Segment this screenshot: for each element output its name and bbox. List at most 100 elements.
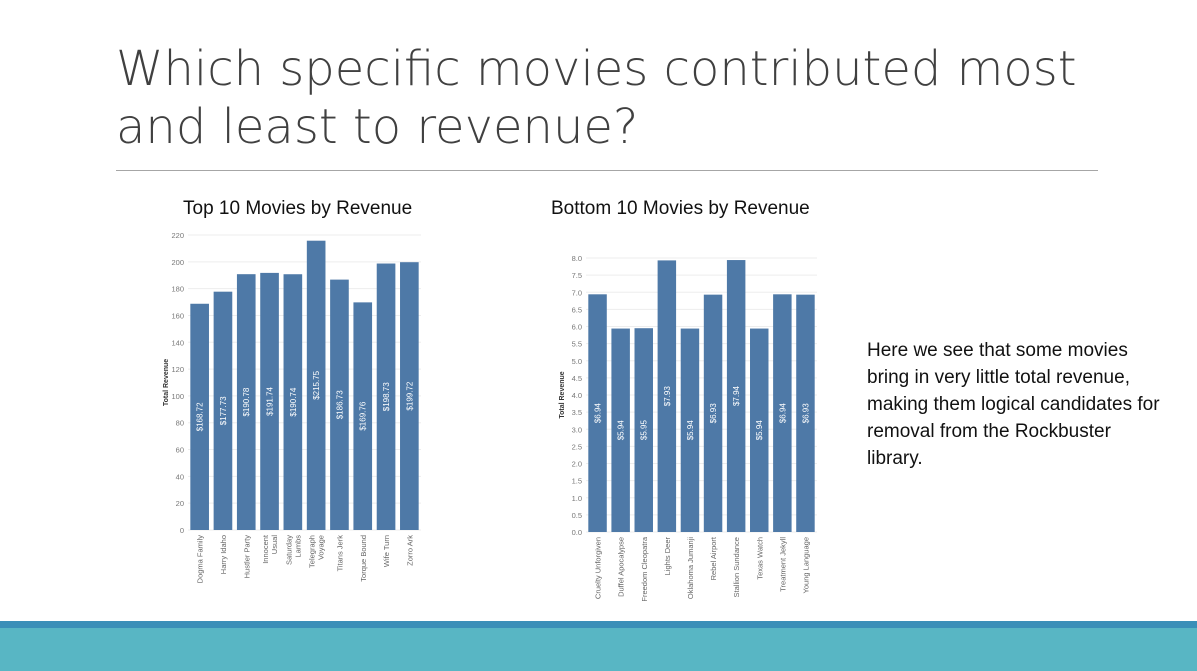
y-tick-label: 0.5 — [572, 511, 582, 520]
x-tick-label: Stallion Sundance — [732, 537, 741, 597]
data-label: $5.95 — [640, 420, 649, 441]
y-tick-label: 8.0 — [572, 254, 582, 263]
y-tick-label: 140 — [171, 338, 184, 347]
y-tick-label: 2.0 — [572, 460, 582, 469]
y-tick-label: 6.5 — [572, 305, 582, 314]
x-tick-label: Cruelty Unforgiven — [594, 537, 603, 599]
x-tick-label: Innocent — [261, 534, 270, 564]
y-axis-label: Total Revenue — [559, 371, 566, 418]
bar — [376, 263, 396, 530]
bottom-chart-title: Bottom 10 Movies by Revenue — [551, 198, 810, 219]
y-tick-label: 6.0 — [572, 323, 582, 332]
y-tick-label: 7.5 — [572, 271, 582, 280]
bar — [657, 260, 677, 532]
bar — [773, 294, 792, 532]
y-tick-label: 3.5 — [572, 408, 582, 417]
y-tick-label: 4.0 — [572, 391, 582, 400]
y-axis-label: Total Revenue — [163, 359, 170, 406]
y-tick-label: 5.0 — [572, 357, 582, 366]
data-label: $169.76 — [359, 401, 368, 430]
top-chart-title: Top 10 Movies by Revenue — [183, 198, 413, 219]
data-label: $191.74 — [266, 386, 275, 415]
x-tick-label: Titans Jerk — [335, 535, 344, 572]
data-label: $7.93 — [663, 386, 672, 407]
data-label: $177.73 — [219, 396, 228, 425]
y-tick-label: 2.5 — [572, 442, 582, 451]
y-tick-label: 20 — [176, 499, 184, 508]
footer-band-light — [0, 628, 1197, 671]
x-tick-label: Lambs — [293, 535, 302, 558]
x-tick-label: Dogma Family — [196, 535, 205, 584]
x-tick-label: Usual — [270, 535, 279, 555]
y-tick-label: 0 — [180, 526, 184, 535]
bar — [190, 303, 209, 530]
data-label: $215.75 — [312, 370, 321, 399]
y-tick-label: 5.5 — [572, 340, 582, 349]
data-label: $6.93 — [801, 403, 810, 424]
bar — [213, 291, 233, 530]
x-tick-label: Lights Deer — [663, 537, 672, 576]
bar — [236, 274, 256, 530]
x-tick-label: Wife Turn — [382, 535, 391, 567]
data-label: $190.74 — [289, 387, 298, 416]
bar — [703, 294, 723, 532]
bar — [726, 260, 746, 532]
x-tick-label: Oklahoma Jumanji — [686, 537, 695, 599]
data-label: $6.94 — [594, 403, 603, 424]
y-tick-label: 220 — [171, 231, 184, 240]
x-tick-label: Telegraph — [308, 535, 317, 568]
y-tick-label: 1.0 — [572, 494, 582, 503]
data-label: $186.73 — [335, 390, 344, 419]
bar — [260, 272, 279, 530]
data-label: $199.72 — [405, 381, 414, 410]
bar — [750, 328, 769, 532]
y-tick-label: 180 — [171, 285, 184, 294]
x-tick-label: Young Language — [801, 537, 810, 593]
y-tick-label: 1.5 — [572, 477, 582, 486]
bottom-movies-bar-chart: 0.0 0.5 1.0 1.5 2.0 2.5 3.0 3.5 4.0 4.5 5.0 5.5 6.0 6… — [559, 254, 817, 602]
x-tick-label: Harry Idaho — [219, 535, 228, 574]
y-tick-label: 160 — [171, 311, 184, 320]
x-tick-label: Zorro Ark — [405, 535, 414, 566]
title-divider — [116, 170, 1098, 171]
x-tick-label: Torque Bound — [359, 535, 368, 582]
x-tick-label: Treatment Jekyll — [778, 537, 787, 592]
x-tick-label: Freedom Cleopatra — [640, 536, 649, 601]
bar — [611, 328, 630, 532]
x-tick-label: Rebel Airport — [709, 536, 718, 580]
y-tick-label: 60 — [176, 446, 184, 455]
data-label: $5.94 — [686, 420, 695, 441]
bar — [680, 328, 700, 532]
y-tick-label: 0.0 — [572, 528, 582, 537]
y-tick-label: 3.0 — [572, 425, 582, 434]
x-tick-label: Texas Watch — [755, 537, 764, 580]
data-label: $6.94 — [778, 403, 787, 424]
bar — [353, 302, 373, 530]
y-tick-label: 200 — [171, 258, 184, 267]
x-tick-label: Saturday — [284, 535, 293, 565]
data-label: $190.78 — [242, 387, 251, 416]
bar — [634, 328, 653, 532]
y-tick-label: 100 — [171, 392, 184, 401]
x-tick-label: Hustler Party — [242, 535, 251, 579]
x-tick-label: Voyage — [317, 535, 326, 560]
x-tick-label: Duffel Apocalypse — [617, 537, 626, 597]
y-tick-label: 120 — [171, 365, 184, 374]
data-label: $168.72 — [196, 402, 205, 431]
bar — [400, 262, 419, 530]
data-label: $5.94 — [755, 420, 764, 441]
slide-note: Here we see that some movies bring in ve… — [867, 340, 1160, 469]
y-tick-label: 4.5 — [572, 374, 582, 383]
data-label: $198.73 — [382, 382, 391, 411]
slide-title: Which specific movies contributed most a… — [116, 41, 1077, 155]
bar — [330, 279, 349, 530]
data-label: $6.93 — [709, 403, 718, 424]
data-label: $7.94 — [732, 385, 741, 406]
data-label: $5.94 — [617, 420, 626, 441]
y-tick-label: 7.0 — [572, 288, 582, 297]
y-tick-label: 80 — [176, 419, 184, 428]
footer-band-dark — [0, 621, 1197, 628]
bar — [796, 294, 815, 532]
y-tick-label: 40 — [176, 472, 184, 481]
bar — [283, 274, 303, 530]
